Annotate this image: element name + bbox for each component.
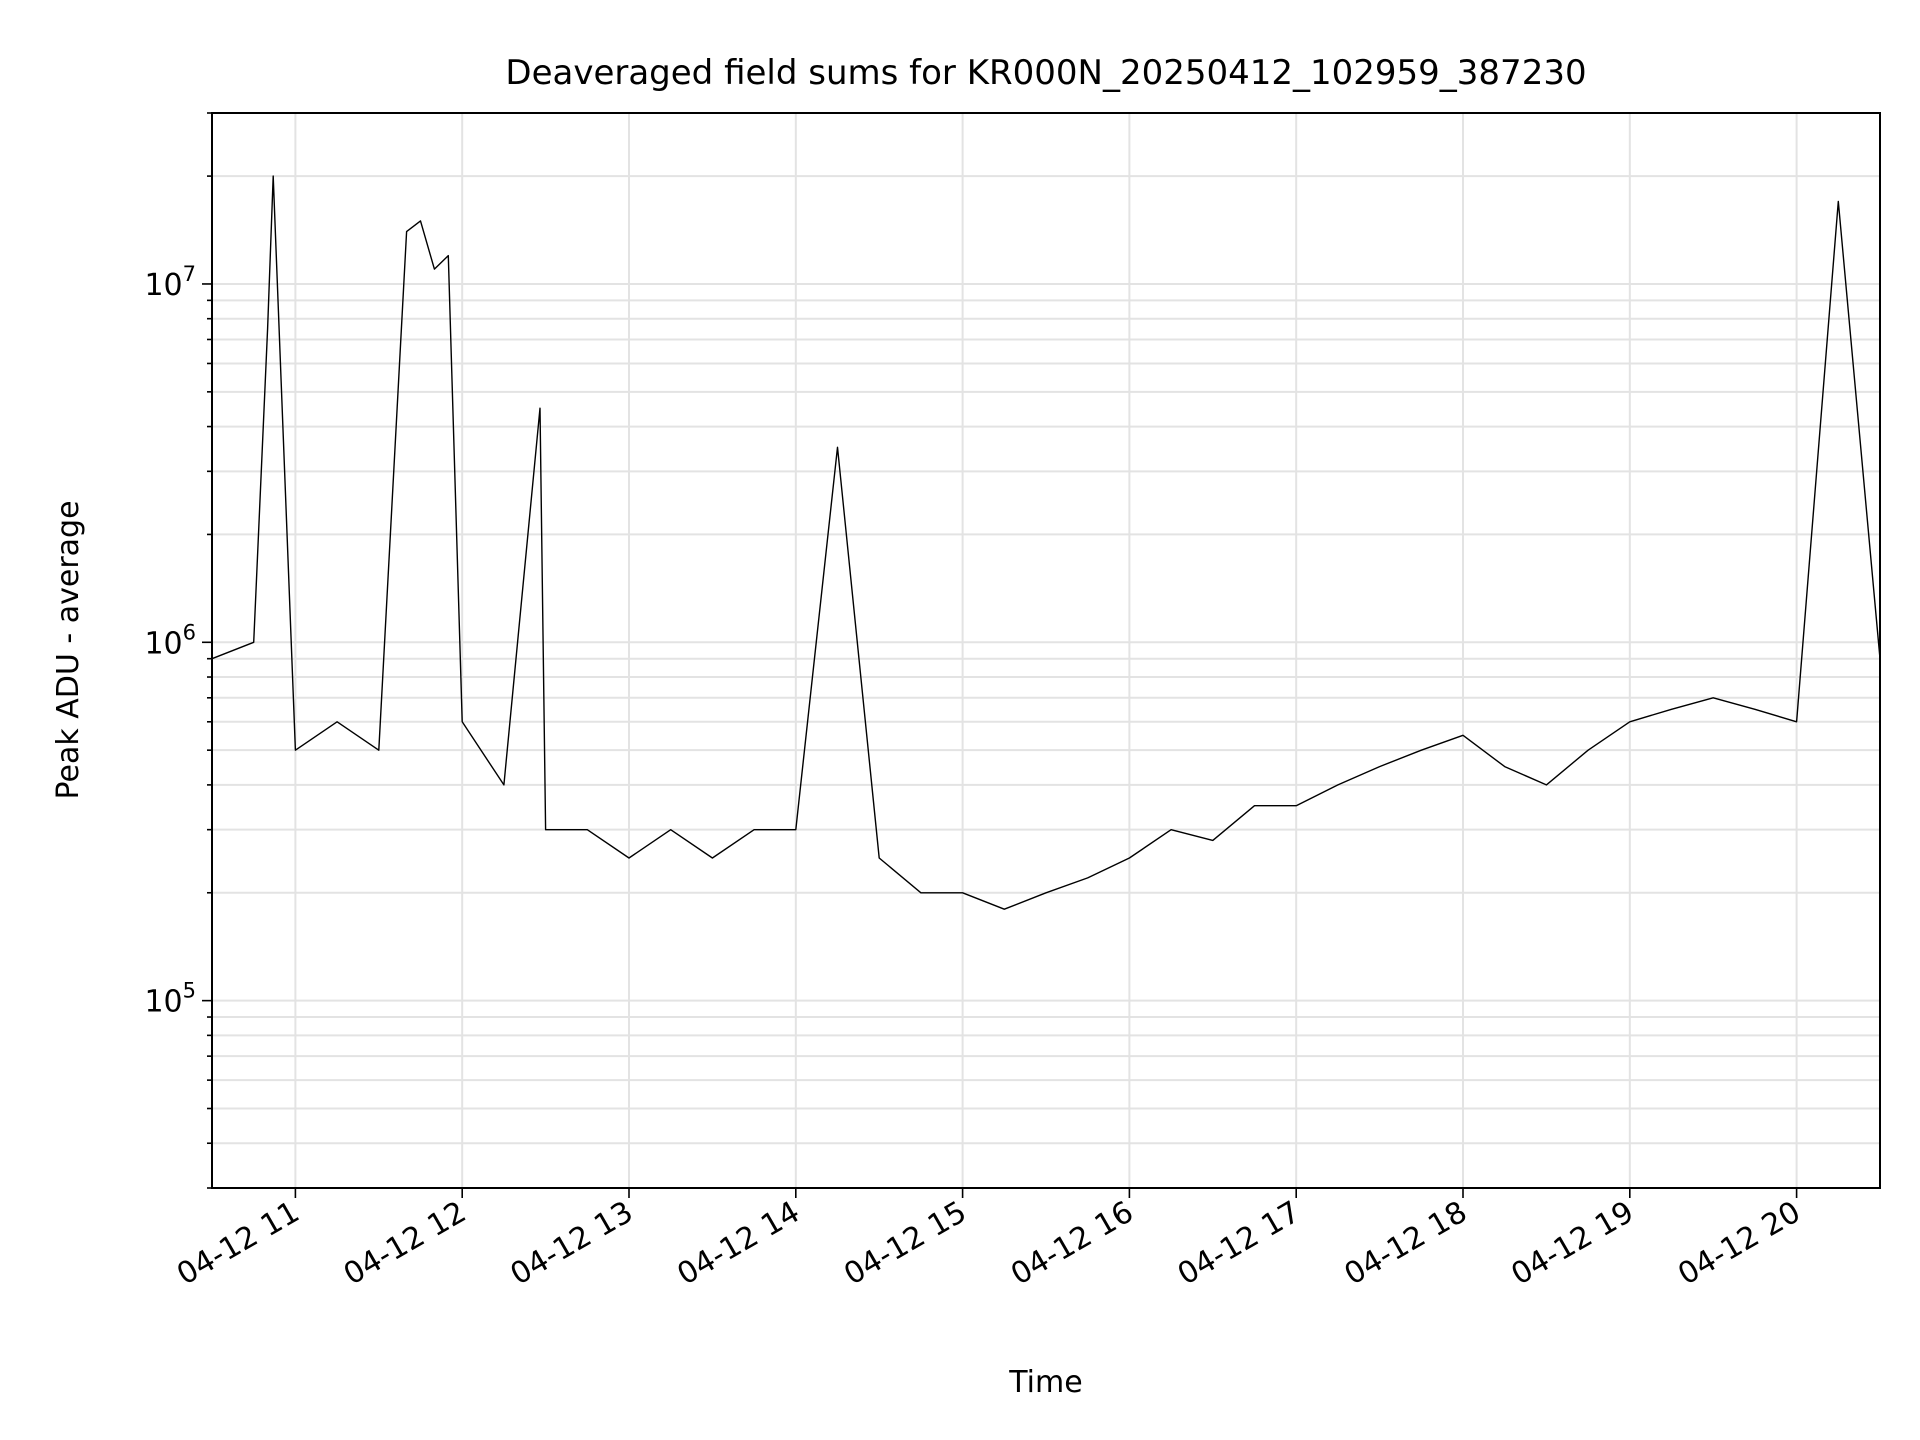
series-line	[211, 175, 1881, 910]
y-axis: 105 106 107	[144, 112, 212, 1189]
plot-frame	[211, 112, 1881, 1189]
trace	[211, 175, 1881, 910]
x-tick-label: 04-12 12	[338, 1195, 472, 1293]
x-tick-label: 04-12 11	[171, 1195, 305, 1293]
y-axis-label: Peak ADU - average	[51, 500, 86, 799]
x-tick-label: 04-12 19	[1505, 1195, 1639, 1293]
x-tick-label: 04-12 18	[1339, 1195, 1473, 1293]
x-tick-label: 04-12 14	[671, 1195, 805, 1293]
y-tick-label: 106	[144, 620, 196, 661]
x-tick-label: 04-12 13	[505, 1195, 639, 1293]
x-tick-label: 04-12 20	[1672, 1195, 1806, 1293]
chart-title: Deaveraged field sums for KR000N_2025041…	[505, 53, 1586, 93]
x-tick-label: 04-12 15	[838, 1195, 972, 1293]
y-tick-label: 107	[144, 262, 196, 303]
x-tick-label: 04-12 16	[1005, 1195, 1139, 1293]
x-axis: 04-12 11 04-12 12 04-12 13 04-12 14 04-12 15…	[171, 1188, 1807, 1292]
x-tick-label: 04-12 17	[1172, 1195, 1306, 1293]
x-axis-label: Time	[1008, 1365, 1082, 1400]
grid	[212, 112, 1880, 1189]
y-tick-label: 105	[144, 979, 196, 1020]
